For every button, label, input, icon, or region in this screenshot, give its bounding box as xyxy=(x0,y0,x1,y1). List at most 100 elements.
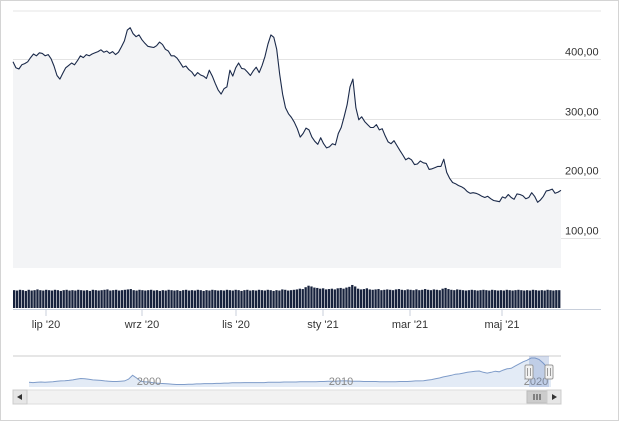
volume-bar xyxy=(418,290,421,308)
volume-bar xyxy=(552,290,555,308)
volume-bar xyxy=(263,290,266,308)
volume-bar xyxy=(424,289,427,308)
volume-bar xyxy=(246,289,249,308)
volume-bar xyxy=(135,290,138,308)
volume-bar xyxy=(555,290,558,308)
volume-bar xyxy=(82,290,86,308)
volume-bar xyxy=(141,290,144,308)
volume-bar xyxy=(68,290,71,308)
scrollbar-thumb[interactable] xyxy=(526,390,548,404)
volume-bar xyxy=(301,289,304,308)
volume-bar xyxy=(249,290,252,308)
volume-bar xyxy=(100,290,103,308)
volume-bar xyxy=(80,290,83,308)
volume-bar xyxy=(391,290,395,308)
volume-bar xyxy=(13,290,16,308)
volume-bar xyxy=(123,289,127,308)
x-tick-label: lis '20 xyxy=(222,319,250,331)
volume-bar xyxy=(432,289,436,308)
scroll-right-button[interactable] xyxy=(546,389,562,405)
volume-bar xyxy=(85,290,89,308)
volume-bar xyxy=(56,290,60,308)
volume-bar xyxy=(222,290,226,308)
volume-bar xyxy=(511,290,514,308)
volume-bar xyxy=(170,290,173,308)
volume-bar xyxy=(155,290,159,308)
volume-bar xyxy=(412,290,415,308)
volume-bar xyxy=(91,289,95,308)
volume-bar xyxy=(429,290,433,308)
scrollbar[interactable] xyxy=(12,389,562,405)
volume-bar xyxy=(496,290,500,308)
volume-bar xyxy=(537,290,540,308)
volume-bar xyxy=(421,289,424,308)
price-area xyxy=(13,27,561,269)
volume-bar xyxy=(53,289,57,308)
navigator-selected-range[interactable] xyxy=(529,356,549,387)
volume-bar xyxy=(354,286,357,308)
volume-bar xyxy=(179,290,182,308)
volume-bar xyxy=(453,290,456,308)
volume-bar xyxy=(231,290,234,308)
navigator-area xyxy=(29,358,551,387)
volume-bar xyxy=(77,289,80,308)
volume-bar xyxy=(327,289,331,308)
volume-bar xyxy=(45,289,48,308)
y-tick-label: 300,00 xyxy=(565,107,599,119)
volume-bar xyxy=(208,290,211,308)
volume-bar xyxy=(219,290,223,308)
handle-body[interactable] xyxy=(544,364,554,380)
volume-bar xyxy=(493,290,497,308)
volume-bar xyxy=(456,289,459,308)
volume-bar xyxy=(319,288,322,308)
volume-bar xyxy=(126,289,129,308)
scrollbar-track[interactable] xyxy=(12,389,562,405)
navigator-handle-right[interactable] xyxy=(544,364,554,380)
volume-bar xyxy=(310,286,313,308)
price-plot xyxy=(12,27,562,269)
volume-bar xyxy=(365,288,369,308)
navigator-handle-left[interactable] xyxy=(524,364,534,380)
volume-bar xyxy=(187,290,191,308)
volume-bar xyxy=(377,289,380,308)
volume-bar xyxy=(400,289,403,308)
volume-bar xyxy=(158,290,162,308)
volume-bar xyxy=(182,290,185,308)
volume-bar xyxy=(237,290,240,308)
volume-bar xyxy=(508,290,511,308)
volume-bar xyxy=(488,290,491,308)
volume-bar xyxy=(254,290,258,308)
volume-bar xyxy=(464,290,468,308)
volume-bar xyxy=(351,284,354,308)
x-axis: lip '20 wrz '20 lis '20 sty '21 mar '21 … xyxy=(13,309,601,331)
volume-bar xyxy=(59,290,62,308)
y-tick-label: 200,00 xyxy=(565,166,599,178)
volume-bar xyxy=(531,289,535,308)
volume-bar xyxy=(342,288,345,308)
volume-bar xyxy=(485,290,488,308)
volume-bar xyxy=(523,290,526,308)
volume-bar xyxy=(240,290,243,308)
volume-bar xyxy=(307,285,310,308)
navigator[interactable]: 2000 2010 2020 xyxy=(13,355,561,388)
volume-bar xyxy=(470,289,473,308)
volume-bar xyxy=(234,289,237,308)
volume-bar xyxy=(359,289,363,308)
volume-bar xyxy=(316,287,319,308)
volume-bar xyxy=(199,290,202,308)
handle-body[interactable] xyxy=(524,364,534,380)
volume-bar xyxy=(164,290,167,308)
volume-bar xyxy=(243,290,246,308)
y-tick-label: 400,00 xyxy=(565,47,599,59)
volume-bar xyxy=(132,290,135,308)
volume-bar xyxy=(74,290,77,308)
volume-bar xyxy=(15,290,19,308)
arrow-left-icon xyxy=(17,394,22,400)
volume-bar xyxy=(304,287,307,308)
volume-bar xyxy=(217,290,220,308)
volume-bar xyxy=(371,289,374,308)
volume-bar xyxy=(94,290,97,308)
volume-bar xyxy=(295,289,299,308)
volume-bar xyxy=(27,289,30,308)
scroll-left-button[interactable] xyxy=(12,389,28,405)
